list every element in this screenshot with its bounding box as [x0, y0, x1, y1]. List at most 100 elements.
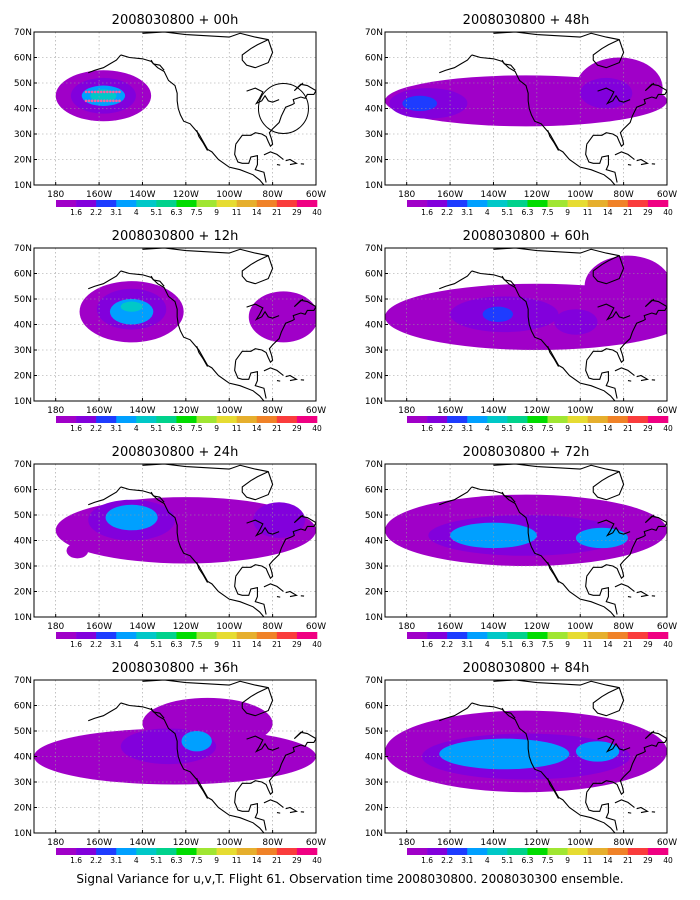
- y-tick-label: 70N: [365, 244, 383, 254]
- coastline: [234, 792, 267, 831]
- colorbar-label: 9: [565, 856, 570, 865]
- x-tick-label: 120W: [173, 406, 199, 416]
- y-tick-label: 50N: [14, 79, 32, 89]
- map-panel-5: 2008030800 + 24h 10N 20N 30N 40N 50N 60N 70N 180…: [14, 445, 326, 649]
- map-panel-3: 2008030800 + 12h 10N 20N 30N 40N 50N 60N 70N 180…: [14, 229, 326, 433]
- flight-track-point: [115, 90, 118, 94]
- y-tick-label: 50N: [365, 79, 383, 89]
- panel-title: 2008030800 + 24h: [112, 445, 239, 460]
- x-tick-label: 60W: [306, 622, 326, 632]
- y-tick-label: 10N: [14, 181, 32, 191]
- y-tick-label: 20N: [14, 588, 32, 598]
- colorbar-label: 4: [134, 208, 139, 217]
- x-tick-label: 180: [398, 622, 415, 632]
- variance-contour: [439, 738, 570, 770]
- colorbar-swatch: [547, 632, 568, 639]
- colorbar-label: 11: [232, 640, 242, 649]
- x-tick-label: 160W: [86, 838, 112, 848]
- map-panel-1: 2008030800 + 00h 10N 20N 30N 40N 50N 60N 70N 180…: [14, 13, 326, 217]
- colorbar-swatch: [176, 200, 197, 207]
- colorbar-swatch: [607, 848, 629, 855]
- x-tick-label: 140W: [129, 838, 155, 848]
- colorbar-label: 2.2: [90, 856, 102, 865]
- colorbar-label: 3.1: [110, 424, 122, 433]
- colorbar-swatch: [567, 848, 588, 855]
- y-tick-label: 60N: [14, 270, 32, 280]
- colorbar-label: 1.6: [421, 424, 433, 433]
- coastline: [627, 380, 632, 382]
- colorbar-swatch: [587, 848, 609, 855]
- flight-track-point: [90, 99, 94, 103]
- coastline: [88, 702, 122, 722]
- x-tick-label: 80W: [613, 190, 633, 200]
- colorbar-label: 29: [292, 424, 302, 433]
- target-region-circle: [257, 83, 309, 134]
- colorbar-label: 21: [272, 856, 282, 865]
- variance-contour: [181, 731, 212, 752]
- coastline: [627, 596, 632, 598]
- x-tick-label: 140W: [480, 190, 506, 200]
- coastline: [585, 576, 618, 615]
- colorbar-label: 4: [485, 856, 490, 865]
- panel-title: 2008030800 + 48h: [463, 13, 590, 28]
- colorbar-swatch: [647, 200, 669, 207]
- coastline: [586, 82, 667, 148]
- y-tick-label: 10N: [14, 613, 32, 623]
- map-panel-6: 2008030800 + 72h 10N 20N 30N 40N 50N 60N 70N 180…: [365, 445, 677, 649]
- flight-track-point: [87, 90, 91, 94]
- colorbar-swatch: [487, 632, 508, 639]
- coastline: [493, 464, 625, 501]
- x-tick-label: 80W: [262, 838, 282, 848]
- coastline: [196, 345, 209, 367]
- colorbar-label: 29: [643, 856, 653, 865]
- coastline: [263, 151, 284, 160]
- colorbar-label: 29: [643, 208, 653, 217]
- coastline: [196, 777, 209, 799]
- x-tick-label: 180: [398, 406, 415, 416]
- colorbar-label: 5.1: [150, 208, 162, 217]
- y-tick-label: 10N: [14, 397, 32, 407]
- colorbar-swatch: [567, 416, 588, 423]
- x-tick-label: 140W: [480, 622, 506, 632]
- colorbar-label: 3.1: [461, 208, 473, 217]
- coastline: [614, 799, 635, 808]
- y-tick-label: 30N: [14, 346, 32, 356]
- coastline: [235, 730, 316, 796]
- colorbar-swatch: [567, 200, 588, 207]
- colorbar-swatch: [587, 632, 609, 639]
- x-tick-label: 160W: [86, 622, 112, 632]
- colorbar-swatch: [407, 416, 428, 423]
- coastline: [439, 270, 473, 290]
- colorbar-swatch: [96, 632, 117, 639]
- coastline: [235, 514, 316, 580]
- colorbar-swatch: [447, 200, 468, 207]
- variance-contour: [554, 309, 598, 335]
- colorbar-swatch: [96, 416, 117, 423]
- flight-track-point: [90, 90, 94, 94]
- variance-contour: [580, 77, 633, 109]
- y-tick-label: 70N: [365, 460, 383, 470]
- y-tick-label: 30N: [365, 562, 383, 572]
- coastline: [142, 680, 274, 717]
- panel-title: 2008030800 + 00h: [112, 13, 239, 28]
- y-tick-label: 50N: [365, 511, 383, 521]
- coastline: [234, 144, 267, 183]
- x-tick-label: 100W: [567, 838, 593, 848]
- coastline: [276, 596, 281, 598]
- flight-track-point: [93, 90, 97, 94]
- y-tick-label: 40N: [14, 537, 32, 547]
- y-tick-label: 60N: [365, 486, 383, 496]
- colorbar-swatch: [447, 416, 468, 423]
- x-tick-label: 180: [398, 190, 415, 200]
- y-tick-label: 50N: [14, 295, 32, 305]
- coastline: [636, 806, 650, 814]
- coastline: [285, 374, 299, 382]
- colorbar-label: 21: [623, 856, 633, 865]
- x-tick-label: 80W: [613, 838, 633, 848]
- colorbar-label: 29: [292, 208, 302, 217]
- colorbar-swatch: [427, 200, 448, 207]
- x-tick-label: 160W: [437, 406, 463, 416]
- flight-track-point: [93, 99, 97, 103]
- variance-contour: [575, 527, 628, 549]
- colorbar-swatch: [176, 848, 197, 855]
